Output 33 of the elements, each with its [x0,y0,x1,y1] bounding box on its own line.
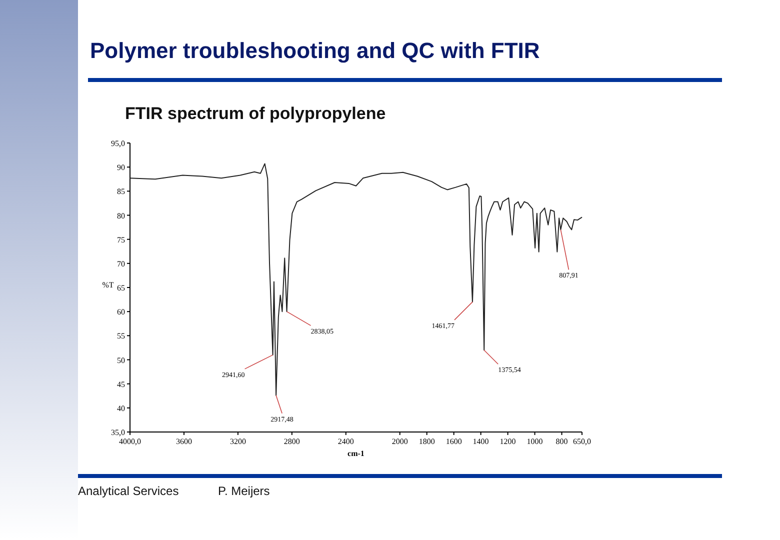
x-tick-label: 1000 [526,437,543,446]
x-tick-label: 2000 [392,437,408,446]
y-tick-label: 35,0 [111,428,125,437]
x-tick-label: 1600 [446,437,462,446]
y-tick-label: 40 [117,404,125,413]
x-tick-label: 1200 [500,437,516,446]
y-tick-label: 90 [117,163,125,172]
chart-title: Polymer troubleshooting and QC with FTIR [90,38,540,63]
x-tick-label: 650,0 [573,437,591,446]
text: Analytical Services [78,484,179,498]
y-tick-label: 75 [117,235,125,244]
y-tick-label: 65 [117,284,125,292]
y-tick-label: 85 [117,187,125,196]
x-tick-label: 4000,0 [119,437,141,446]
x-tick-label: 3200 [230,437,246,446]
y-tick-label: 95,0 [111,139,125,148]
y-tick-label: 60 [117,308,125,317]
y-tick-label: 80 [117,211,125,220]
y-tick-label: 50 [117,356,125,365]
y-tick-label: 55 [117,332,125,341]
x-tick-label: 1400 [472,437,489,446]
x-tick-label: 2800 [284,437,300,446]
x-axis-title: cm-1 [348,449,364,458]
x-tick-label: 2400 [338,437,354,446]
chart-subtitle: FTIR spectrum of polypropylene [125,104,386,123]
line-series [130,163,582,396]
y-tick-label: 70 [117,259,125,268]
y-tick-label: 45 [117,380,125,389]
x-tick-label: 3600 [176,437,192,446]
text: P. Meijers [218,484,270,498]
y-axis-title: %T [102,280,114,290]
x-tick-label: 1800 [418,437,435,446]
x-tick-label: 800 [556,437,568,446]
